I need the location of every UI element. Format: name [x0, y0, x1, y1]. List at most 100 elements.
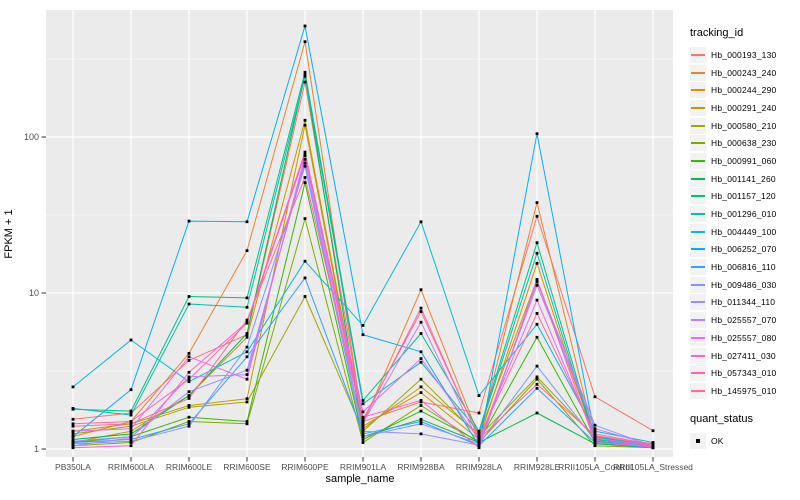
data-point [535, 261, 539, 265]
legend-key-swatch [690, 135, 706, 152]
data-point [303, 70, 307, 74]
legend-item: Hb_001157_120 [690, 188, 798, 206]
legend-key-swatch [690, 117, 706, 134]
y-axis-title: FPKM + 1 [3, 209, 15, 259]
legend: tracking_id Hb_000193_130 Hb_000243_240 Hb… [690, 27, 798, 449]
data-point [419, 220, 423, 224]
data-point [187, 422, 191, 426]
data-point [71, 424, 75, 428]
legend-key-swatch [690, 259, 706, 276]
data-point [245, 332, 249, 335]
legend-item: Hb_057343_010 [690, 364, 798, 382]
data-point [187, 352, 191, 355]
legend-item-label: Hb_000243_240 [711, 67, 777, 78]
data-point [477, 394, 481, 397]
legend-line-sample [691, 354, 705, 357]
legend-item: Hb_027411_030 [690, 347, 798, 365]
legend-line-sample [691, 177, 705, 180]
data-point [303, 40, 307, 44]
legend-key-swatch [690, 170, 706, 187]
data-point [535, 312, 539, 315]
data-point [535, 335, 539, 339]
data-point [129, 444, 133, 448]
legend-item: Hb_000580_210 [690, 117, 798, 135]
data-point [361, 427, 365, 431]
legend-line-sample [691, 266, 705, 269]
data-point [129, 436, 133, 440]
legend-item-label: Hb_057343_010 [711, 368, 777, 379]
data-point [361, 324, 365, 327]
legend-key-swatch [690, 432, 706, 449]
data-point [245, 220, 249, 224]
data-point [187, 370, 191, 374]
data-point [71, 432, 75, 436]
data-point [477, 441, 481, 444]
data-point [361, 417, 365, 421]
data-point [419, 350, 423, 354]
data-point [129, 422, 133, 426]
data-point [71, 444, 75, 448]
legend-line-sample [691, 159, 705, 162]
data-point [187, 219, 191, 223]
legend-line-sample [691, 106, 705, 109]
data-point [651, 429, 655, 433]
data-point [71, 438, 75, 441]
data-point [419, 417, 423, 421]
data-point [593, 429, 597, 433]
data-point [129, 338, 133, 342]
legend-item-label: Hb_001157_120 [711, 191, 776, 202]
data-point [361, 333, 365, 337]
data-point [187, 355, 191, 359]
data-point [593, 444, 597, 448]
legend-item-label: Hb_006816_110 [711, 262, 776, 273]
data-point [245, 422, 249, 426]
data-point [303, 259, 307, 263]
legend-key-swatch [690, 223, 706, 240]
legend-line-sample [691, 230, 705, 233]
legend-key-swatch [690, 188, 706, 205]
data-point [361, 415, 365, 419]
x-tick-label: RRII105LA_Stressed [613, 462, 693, 472]
x-tick-label: RRIM600LE [166, 462, 213, 472]
data-point [71, 417, 75, 421]
legend-item-label: Hb_000638_230 [711, 138, 777, 149]
data-point [245, 373, 249, 376]
legend-item: Hb_000991_060 [690, 152, 798, 170]
legend-key-swatch [690, 347, 706, 364]
x-tick-label: RRIM901LA [340, 462, 387, 472]
data-point [129, 388, 133, 392]
data-point [245, 305, 249, 309]
x-tick-label: RRII105LA_Control [558, 462, 632, 472]
legend-item: Hb_011344_110 [690, 294, 798, 312]
data-point [419, 306, 423, 310]
data-point [535, 283, 539, 287]
data-point [187, 415, 191, 419]
legend-key-swatch [690, 294, 706, 311]
legend-line-sample [691, 213, 705, 216]
data-point [419, 288, 423, 292]
legend-item-label: Hb_025557_080 [711, 332, 777, 343]
data-point [651, 445, 655, 449]
data-point [129, 438, 133, 441]
data-point [245, 296, 249, 300]
data-point [245, 318, 249, 322]
x-tick-label: PB350LA [55, 462, 91, 472]
legend-line-sample [691, 195, 705, 198]
legend-item: Hb_006816_110 [690, 258, 798, 276]
data-point [361, 402, 365, 406]
legend-item: Hb_009486_030 [690, 276, 798, 294]
legend-item: Hb_025557_080 [690, 329, 798, 347]
data-point [419, 310, 423, 313]
legend-key-swatch [690, 46, 706, 63]
data-point [361, 399, 365, 402]
data-point [187, 397, 191, 400]
data-point [303, 153, 307, 157]
data-point [535, 278, 539, 282]
black-square-point-icon [696, 438, 700, 443]
legend-line-sample [691, 124, 705, 127]
data-point [187, 377, 191, 381]
data-point [245, 350, 249, 354]
data-point [245, 335, 249, 339]
data-point [593, 434, 597, 437]
